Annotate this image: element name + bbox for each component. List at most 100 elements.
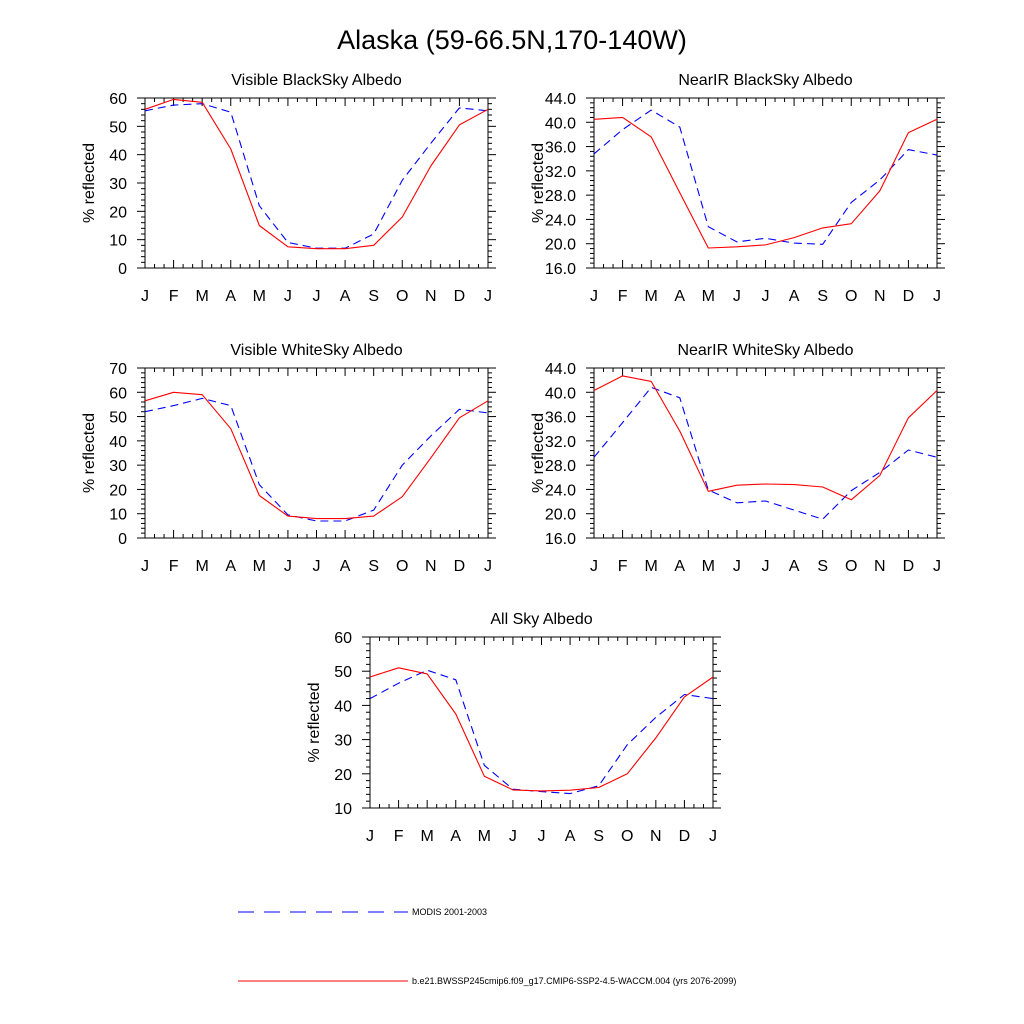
x-tick-label: A [789, 558, 800, 575]
x-tick-label: S [817, 558, 828, 575]
y-tick-label: 60 [109, 91, 127, 108]
legend-label-modis: MODIS 2001-2003 [412, 907, 487, 917]
y-tick-label: 10 [109, 507, 127, 524]
y-tick-label: 50 [109, 410, 127, 427]
x-tick-label: N [425, 288, 437, 305]
x-tick-label: A [789, 288, 800, 305]
plot-frame [144, 97, 489, 269]
series-line-model [593, 116, 938, 249]
x-tick-label: F [618, 288, 628, 305]
legend-label-model: b.e21.BWSSP245cmip6.f09_g17.CMIP6-SSP2-4… [412, 976, 736, 986]
x-tick-label: S [368, 288, 379, 305]
y-tick-label: 20.0 [545, 237, 576, 254]
x-tick-label: J [709, 828, 717, 845]
series-line-modis [593, 386, 938, 520]
x-tick-label: D [454, 558, 466, 575]
y-tick-label: 28.0 [545, 188, 576, 205]
x-tick-label: M [421, 828, 434, 845]
y-tick-label: 20 [334, 767, 352, 784]
y-tick-label: 44.0 [545, 91, 576, 108]
x-tick-label: O [396, 558, 408, 575]
x-tick-label: D [454, 288, 466, 305]
plot-frame [144, 367, 489, 539]
x-tick-label: J [366, 828, 374, 845]
y-tick-label: 36.0 [545, 410, 576, 427]
series-line-model [144, 98, 489, 250]
x-tick-label: A [225, 558, 236, 575]
y-tick-label: 24.0 [545, 482, 576, 499]
y-tick-label: 40 [334, 698, 352, 715]
x-tick-label: N [650, 828, 662, 845]
x-tick-label: N [874, 288, 886, 305]
x-tick-label: O [845, 558, 857, 575]
x-tick-label: A [340, 558, 351, 575]
chart-title: Visible BlackSky Albedo [231, 72, 402, 89]
y-tick-label: 28.0 [545, 458, 576, 475]
y-tick-label: 50 [334, 664, 352, 681]
x-tick-label: A [565, 828, 576, 845]
y-axis-label: % reflected [530, 413, 547, 493]
x-tick-label: M [196, 558, 209, 575]
y-tick-label: 50 [109, 119, 127, 136]
y-tick-label: 70 [109, 361, 127, 378]
y-tick-label: 16.0 [545, 531, 576, 548]
x-tick-label: M [196, 288, 209, 305]
x-tick-label: M [702, 288, 715, 305]
series-line-model [593, 375, 938, 501]
x-tick-label: J [509, 828, 517, 845]
x-tick-label: J [733, 288, 741, 305]
x-tick-label: J [484, 288, 492, 305]
x-tick-label: J [733, 558, 741, 575]
y-tick-label: 36.0 [545, 140, 576, 157]
x-tick-label: F [169, 558, 179, 575]
y-tick-label: 40 [109, 434, 127, 451]
x-tick-label: J [590, 558, 598, 575]
series-line-modis [144, 397, 489, 522]
series-line-model [369, 667, 714, 792]
x-tick-label: A [674, 288, 685, 305]
y-axis-label: % reflected [530, 143, 547, 223]
series-line-model [144, 391, 489, 520]
y-tick-label: 30 [109, 458, 127, 475]
y-tick-label: 20 [109, 482, 127, 499]
y-tick-label: 20.0 [545, 507, 576, 524]
x-tick-label: J [762, 288, 770, 305]
x-tick-label: J [538, 828, 546, 845]
series-line-modis [593, 109, 938, 245]
x-tick-label: N [874, 558, 886, 575]
y-tick-label: 40.0 [545, 385, 576, 402]
y-axis-label: % reflected [81, 143, 98, 223]
x-tick-label: N [425, 558, 437, 575]
x-tick-label: M [253, 558, 266, 575]
x-tick-label: F [394, 828, 404, 845]
x-tick-label: J [313, 288, 321, 305]
y-tick-label: 60 [334, 630, 352, 647]
x-tick-label: J [284, 288, 292, 305]
plot-frame [593, 367, 938, 539]
y-tick-label: 10 [334, 801, 352, 818]
series-line-modis [144, 103, 489, 249]
figure-title: Alaska (59-66.5N,170-140W) [337, 25, 687, 55]
y-tick-label: 32.0 [545, 434, 576, 451]
y-tick-label: 32.0 [545, 164, 576, 181]
figure-legend: MODIS 2001-2003 b.e21.BWSSP245cmip6.f09_… [238, 907, 736, 986]
x-tick-label: J [313, 558, 321, 575]
y-tick-label: 30 [334, 733, 352, 750]
y-tick-label: 16.0 [545, 261, 576, 278]
x-tick-label: A [674, 558, 685, 575]
x-tick-label: O [845, 288, 857, 305]
x-tick-label: J [284, 558, 292, 575]
x-tick-label: J [933, 558, 941, 575]
x-tick-label: M [478, 828, 491, 845]
series-line-modis [369, 669, 714, 795]
x-tick-label: D [903, 288, 915, 305]
chart-title: NearIR BlackSky Albedo [678, 72, 852, 89]
x-tick-label: S [593, 828, 604, 845]
x-tick-label: M [253, 288, 266, 305]
x-tick-label: A [450, 828, 461, 845]
y-tick-label: 40 [109, 148, 127, 165]
